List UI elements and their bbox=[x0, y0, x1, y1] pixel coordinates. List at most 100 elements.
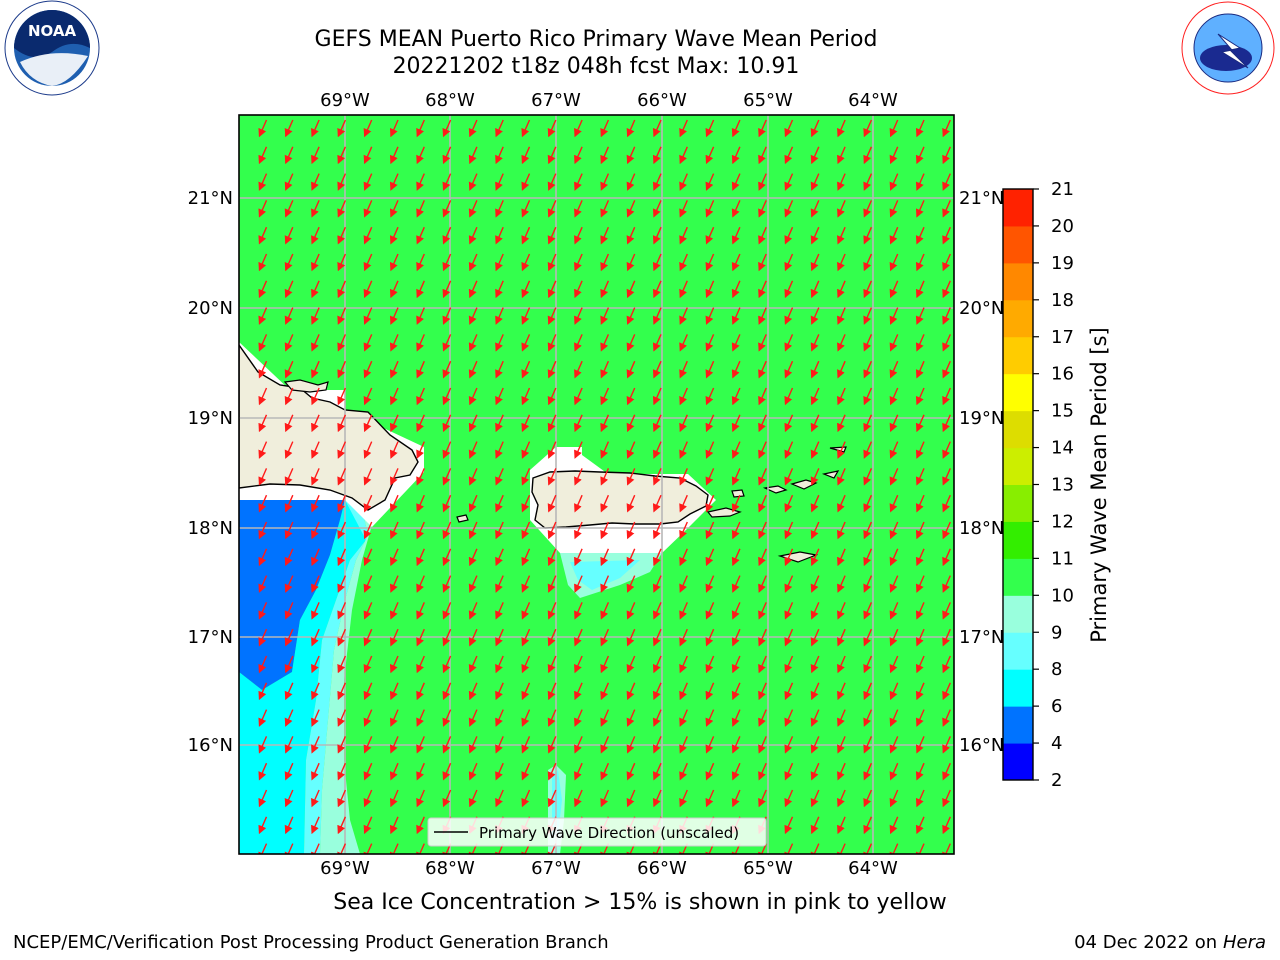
wave-arrow bbox=[311, 226, 320, 245]
wave-arrow bbox=[784, 200, 794, 218]
wave-arrow bbox=[626, 709, 636, 727]
wave-arrow bbox=[626, 762, 636, 781]
wave-arrow bbox=[547, 736, 557, 754]
wave-arrow bbox=[284, 468, 294, 486]
wave-arrow bbox=[863, 843, 873, 854]
wave-arrow bbox=[547, 119, 557, 138]
wave-arrow bbox=[915, 441, 925, 459]
wave-arrow bbox=[942, 602, 951, 620]
wave-arrow bbox=[337, 843, 347, 854]
wave-arrow bbox=[547, 682, 557, 701]
wave-arrow bbox=[442, 789, 452, 808]
wave-arrow bbox=[574, 548, 583, 567]
wave-arrow bbox=[521, 548, 531, 567]
wave-arrow bbox=[284, 441, 294, 459]
wave-arrow bbox=[942, 789, 951, 808]
wave-arrow bbox=[652, 414, 662, 433]
wave-arrow bbox=[652, 334, 662, 352]
wave-arrow bbox=[731, 628, 741, 647]
period-9-10-region bbox=[320, 500, 372, 854]
wave-arrow bbox=[863, 762, 873, 781]
lat-label: 17°N bbox=[959, 627, 1004, 648]
wave-arrow bbox=[442, 468, 452, 486]
wave-arrow bbox=[705, 521, 715, 540]
wave-arrow bbox=[468, 548, 478, 567]
wave-arrow bbox=[679, 762, 688, 781]
wave-arrow bbox=[389, 736, 399, 754]
wave-arrow bbox=[363, 468, 373, 486]
wave-arrow bbox=[521, 414, 531, 433]
wave-arrow bbox=[679, 575, 688, 593]
wave-arrow bbox=[547, 173, 557, 191]
colorbar-segment bbox=[1003, 558, 1033, 596]
wave-arrow bbox=[652, 655, 662, 674]
colorbar-tick-label: 9 bbox=[1051, 622, 1062, 643]
wave-arrow bbox=[837, 494, 846, 513]
wave-arrow bbox=[810, 843, 820, 854]
lat-label: 20°N bbox=[959, 298, 1004, 319]
wave-arrow bbox=[915, 200, 925, 218]
wave-arrow bbox=[363, 682, 373, 701]
legend-label: Primary Wave Direction (unscaled) bbox=[479, 824, 739, 842]
wave-arrow bbox=[915, 414, 925, 433]
wave-arrow bbox=[889, 307, 899, 325]
wave-arrow bbox=[915, 146, 925, 165]
lat-label: 18°N bbox=[188, 518, 233, 539]
wave-arrow bbox=[679, 468, 688, 486]
wave-arrow bbox=[284, 173, 294, 191]
wave-arrow bbox=[495, 494, 504, 513]
wave-arrow bbox=[416, 628, 425, 647]
wave-arrow bbox=[495, 146, 504, 165]
wave-arrow bbox=[626, 414, 636, 433]
wave-arrow bbox=[784, 655, 794, 674]
wave-arrow bbox=[889, 334, 899, 352]
wave-arrow bbox=[679, 146, 688, 165]
wave-arrow bbox=[389, 548, 399, 567]
wave-arrow bbox=[258, 441, 268, 459]
wave-arrow bbox=[284, 655, 294, 674]
wave-arrow bbox=[889, 521, 899, 540]
wave-arrow bbox=[363, 843, 373, 854]
colorbar-segment bbox=[1003, 595, 1033, 633]
wave-arrow bbox=[626, 360, 636, 379]
wave-arrow bbox=[942, 119, 951, 138]
wave-arrow bbox=[521, 602, 531, 620]
wave-arrow bbox=[626, 226, 636, 245]
lon-labels-top: 69°W 68°W 67°W 66°W 65°W 64°W bbox=[320, 90, 898, 111]
wave-arrow bbox=[626, 146, 636, 165]
wave-arrow bbox=[258, 521, 268, 540]
wave-arrow bbox=[547, 307, 557, 325]
wave-arrow bbox=[600, 628, 610, 647]
wave-arrow bbox=[626, 253, 636, 272]
wave-arrow bbox=[758, 226, 767, 245]
wave-arrow bbox=[600, 200, 610, 218]
wave-arrow bbox=[942, 655, 951, 674]
wave-arrow bbox=[258, 682, 268, 701]
wave-arrow bbox=[258, 200, 268, 218]
wave-arrow bbox=[468, 307, 478, 325]
wave-arrow bbox=[442, 602, 452, 620]
wave-arrow bbox=[915, 628, 925, 647]
wave-arrow bbox=[915, 548, 925, 567]
wave-arrow bbox=[600, 521, 610, 540]
wave-arrow bbox=[679, 628, 688, 647]
colorbar-segment bbox=[1003, 632, 1033, 670]
wave-arrow bbox=[626, 789, 636, 808]
wave-arrow bbox=[810, 307, 820, 325]
wave-arrow bbox=[337, 200, 347, 218]
wave-arrow bbox=[521, 736, 531, 754]
wave-arrow bbox=[652, 119, 662, 138]
wave-arrow bbox=[600, 548, 610, 567]
wave-arrow bbox=[758, 468, 767, 486]
wave-arrow bbox=[942, 494, 951, 513]
wave-arrow bbox=[889, 628, 899, 647]
wave-arrow bbox=[311, 655, 320, 674]
wave-arrow bbox=[837, 334, 846, 352]
wave-arrow bbox=[495, 414, 504, 433]
wave-arrow bbox=[731, 762, 741, 781]
wave-arrow bbox=[758, 494, 767, 513]
wave-arrow bbox=[547, 548, 557, 567]
wave-arrow bbox=[810, 494, 820, 513]
wave-arrow bbox=[652, 387, 662, 406]
wave-arrow bbox=[942, 736, 951, 754]
